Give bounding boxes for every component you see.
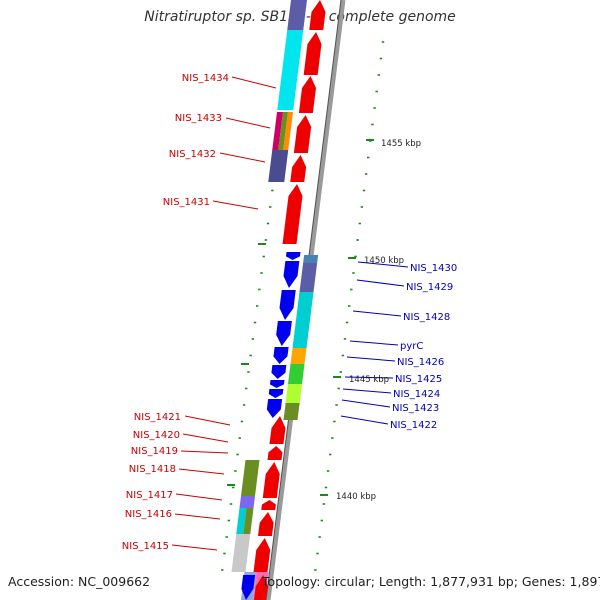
topology-text: Topology: circular; Length: 1,877,931 bp… [262,574,600,589]
gene-arrow-forward [261,500,276,510]
cog-band [278,112,288,150]
leader-line [346,356,396,362]
gene-label-nis-1415: NIS_1415 [122,541,169,552]
gene-arrow-reverse [266,399,283,418]
cog-band [231,534,251,572]
cog-band [241,460,260,496]
gene-label-nis-1420: NIS_1420 [133,430,180,441]
cog-band [272,112,283,150]
leader-line [174,513,221,520]
leader-line [225,117,271,129]
gene-arrow-reverse [279,290,296,320]
cog-band [292,292,314,348]
cog-band [299,263,318,292]
kbp-label-1455: 1455 kbp [381,139,421,149]
leader-line [340,415,389,425]
gene-label-nis-1421: NIS_1421 [134,412,181,423]
gene-arrow-forward [267,446,283,460]
gene-label-nis-1432: NIS_1432 [169,149,216,160]
leader-line [182,433,229,443]
gene-arrow-reverse [241,575,256,600]
leader-line [344,376,394,379]
cog-band [283,403,300,420]
leader-line [349,340,399,346]
gene-label-nis-1422: NIS_1422 [390,420,437,431]
leader-line [352,310,402,317]
gene-label-nis-1417: NIS_1417 [126,490,173,501]
cog-band [288,364,305,384]
gene-arrow-reverse [269,380,285,388]
cog-band [239,496,255,508]
gene-label-nis-1423: NIS_1423 [392,403,439,414]
gene-labels: NIS_1434 NIS_1433 NIS_1432 NIS_1431 NIS_… [122,73,457,552]
gene-label-nis-1434: NIS_1434 [182,73,229,84]
leader-line [180,450,229,454]
gene-arrow-reverse [271,365,287,379]
accession-text: Accession: NC_009662 [8,574,151,589]
gene-arrow-forward [293,115,312,153]
gene-label-nis-1416: NIS_1416 [125,509,172,520]
cog-band [290,348,307,364]
gene-arrow-reverse [273,347,289,364]
leader-line [341,399,391,408]
cog-band [287,0,307,30]
cog-band [303,255,319,263]
leader-line [175,493,223,501]
leader-line [171,544,218,551]
leader-line [212,200,259,210]
cog-bands [231,0,319,600]
gene-label-nis-1418: NIS_1418 [129,464,176,475]
cog-band [283,112,293,150]
cog-band [243,508,254,534]
gene-label-nis-1419: NIS_1419 [131,446,178,457]
leader-line [356,279,405,287]
label-leaders [171,76,409,551]
gene-label-nis-1426: NIS_1426 [397,357,444,368]
gene-arrow-forward [258,512,274,536]
leader-line [184,415,231,426]
gene-arrow-forward [290,155,307,182]
gene-label-nis-1430: NIS_1430 [410,263,457,274]
cog-band [277,30,304,110]
gene-label-nis-1425: NIS_1425 [395,374,442,385]
genes [241,0,326,600]
kbp-label-1440: 1440 kbp [336,492,376,502]
leader-line [231,76,277,89]
cog-band [268,150,289,182]
gene-arrow-reverse [285,252,301,260]
cog-band [236,508,247,534]
gene-label-nis-1433: NIS_1433 [175,113,222,124]
gene-arrow-reverse [276,321,292,346]
gene-label-nis-1428: NIS_1428 [403,312,450,323]
kbp-label-1445: 1445 kbp [349,375,389,385]
leader-line [219,152,266,163]
gene-arrow-forward [254,575,268,600]
gene-arrow-reverse [268,389,284,398]
cog-band [285,384,302,403]
gene-arrow-forward [282,184,303,244]
leader-line [342,388,392,394]
gene-arrow-forward [269,416,286,444]
leader-line [178,468,225,475]
gene-arrow-forward [253,538,271,572]
gene-label-nis-1431: NIS_1431 [163,197,210,208]
gene-arrow-forward [303,32,322,75]
gene-arrow-forward [298,76,316,113]
gene-label-pyrc: pyrC [400,341,423,352]
gene-label-nis-1424: NIS_1424 [393,389,440,400]
leader-line [357,261,409,268]
gene-arrow-reverse [283,261,300,288]
gene-label-nis-1429: NIS_1429 [406,282,453,293]
gene-arrow-forward [262,462,280,498]
gene-arrow-forward [309,0,326,30]
kbp-label-1450: 1450 kbp [364,256,404,266]
